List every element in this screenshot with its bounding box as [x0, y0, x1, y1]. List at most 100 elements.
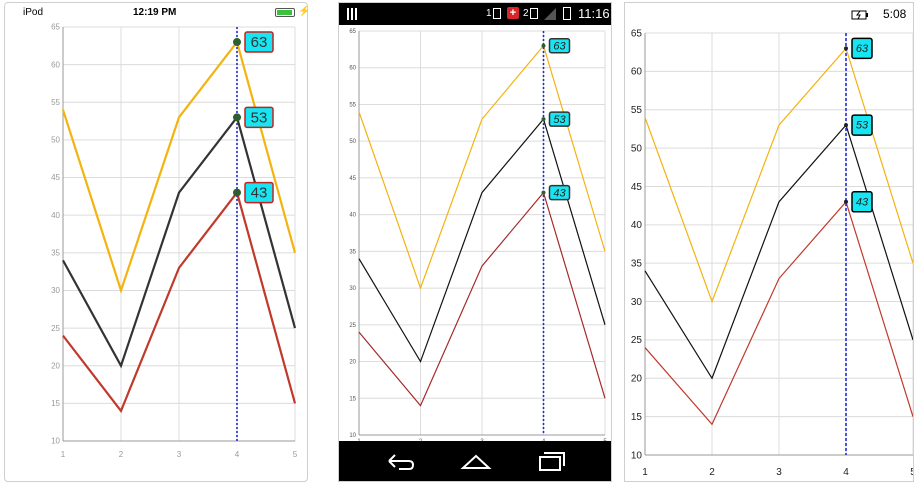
sim2-label: 2 [523, 8, 529, 19]
tooltip-box [244, 106, 274, 129]
trackball-tooltip: 43 [244, 181, 274, 204]
navigation-bar [339, 441, 611, 481]
battery-icon [275, 8, 295, 17]
trackball-tooltip: 53 [244, 106, 274, 129]
x-tick-label: 4 [235, 450, 240, 459]
y-tick-label: 35 [349, 249, 356, 255]
trackball-marker [844, 199, 848, 204]
tooltip-box [851, 191, 873, 213]
trackball-marker [844, 123, 848, 128]
y-tick-label: 55 [631, 105, 643, 116]
y-tick-label: 55 [51, 98, 60, 107]
tooltip-label: 53 [553, 114, 566, 126]
y-tick-label: 60 [349, 66, 356, 72]
charging-bolt-icon: ⚡ [298, 6, 307, 17]
android-device-screen: 1 + 2 11:16 1015202530354045505560651234… [338, 2, 612, 482]
trackball-tooltip: 53 [851, 114, 873, 136]
y-tick-label: 45 [51, 173, 60, 182]
trackball-tooltip: 63 [548, 37, 571, 54]
y-tick-label: 40 [631, 220, 643, 231]
sim2-icon [530, 8, 538, 19]
no-signal-icon: + [507, 7, 519, 19]
tooltip-box [851, 37, 873, 60]
back-button[interactable] [383, 449, 417, 473]
y-tick-label: 25 [631, 335, 643, 346]
trackball-marker [541, 190, 546, 195]
y-tick-label: 65 [349, 29, 356, 35]
tooltip-label: 63 [553, 40, 566, 52]
tooltip-label: 63 [251, 34, 268, 51]
carrier-label: iPod [23, 7, 44, 18]
tooltip-label: 43 [251, 185, 268, 202]
trackball-marker [233, 113, 241, 122]
trackball-marker [233, 188, 241, 197]
home-icon [460, 454, 492, 469]
tooltip-label: 63 [856, 43, 869, 55]
y-tick-label: 65 [51, 23, 60, 32]
x-tick-label: 3 [177, 450, 182, 459]
y-tick-label: 35 [631, 259, 643, 270]
tooltip-label: 43 [856, 196, 869, 208]
tooltip-box [548, 111, 571, 127]
y-tick-label: 20 [51, 361, 60, 370]
x-tick-label: 1 [642, 467, 648, 478]
tooltip-label: 43 [553, 187, 566, 199]
tooltip-box [548, 184, 571, 201]
y-tick-label: 55 [349, 102, 356, 108]
grid-lines [644, 32, 913, 456]
trackball-tooltip: 43 [851, 191, 873, 213]
tooltip-box [244, 181, 274, 204]
y-tick-label: 50 [51, 136, 60, 145]
x-tick-label: 4 [843, 467, 849, 478]
back-arrow-icon [388, 454, 415, 470]
trackball-marker [541, 117, 546, 122]
ios-device-screen: iPod 12:19 PM ⚡ 101520253035404550556065… [4, 2, 308, 482]
status-time: 5:08 [883, 7, 907, 21]
sim1-label: 1 [486, 8, 492, 19]
y-tick-label: 15 [349, 396, 356, 402]
x-tick-label: 5 [293, 450, 298, 459]
x-tick-label: 5 [910, 467, 913, 478]
trackball-marker [233, 38, 241, 47]
y-tick-label: 20 [631, 374, 643, 385]
status-time: 11:16 [578, 6, 610, 21]
y-tick-label: 10 [349, 433, 356, 439]
battery-icon [563, 7, 571, 20]
x-tick-label: 2 [709, 467, 715, 478]
y-tick-label: 30 [349, 286, 356, 292]
y-tick-label: 15 [51, 399, 60, 408]
y-tick-label: 15 [631, 412, 643, 423]
x-tick-label: 2 [119, 450, 124, 459]
trackball-marker [541, 43, 546, 48]
y-tick-label: 65 [631, 28, 643, 39]
y-tick-label: 10 [631, 450, 643, 461]
status-bar: iPod 12:19 PM ⚡ [5, 3, 307, 23]
series-line-3 [62, 190, 297, 414]
y-tick-label: 45 [631, 182, 643, 193]
y-tick-label: 20 [349, 360, 356, 366]
tooltip-box [851, 114, 873, 136]
y-tick-label: 25 [349, 323, 356, 329]
trackball-tooltip: 63 [851, 37, 873, 60]
barcode-notification-icon [347, 8, 359, 20]
series-line-3 [358, 191, 606, 407]
y-tick-label: 40 [349, 213, 356, 219]
trackball-tooltip: 53 [548, 111, 571, 127]
y-tick-label: 50 [349, 139, 356, 145]
recent-apps-icon [544, 452, 565, 466]
y-tick-label: 10 [51, 437, 60, 446]
series-line-3 [644, 200, 913, 426]
sim1-icon [493, 8, 501, 19]
y-tick-label: 40 [51, 211, 60, 220]
y-tick-label: 45 [349, 176, 356, 182]
home-button[interactable] [459, 449, 493, 473]
recent-apps-button[interactable] [535, 449, 569, 473]
y-tick-label: 50 [631, 143, 643, 154]
tooltip-box [548, 37, 571, 54]
tooltip-label: 53 [251, 109, 268, 126]
y-tick-label: 60 [631, 67, 643, 78]
